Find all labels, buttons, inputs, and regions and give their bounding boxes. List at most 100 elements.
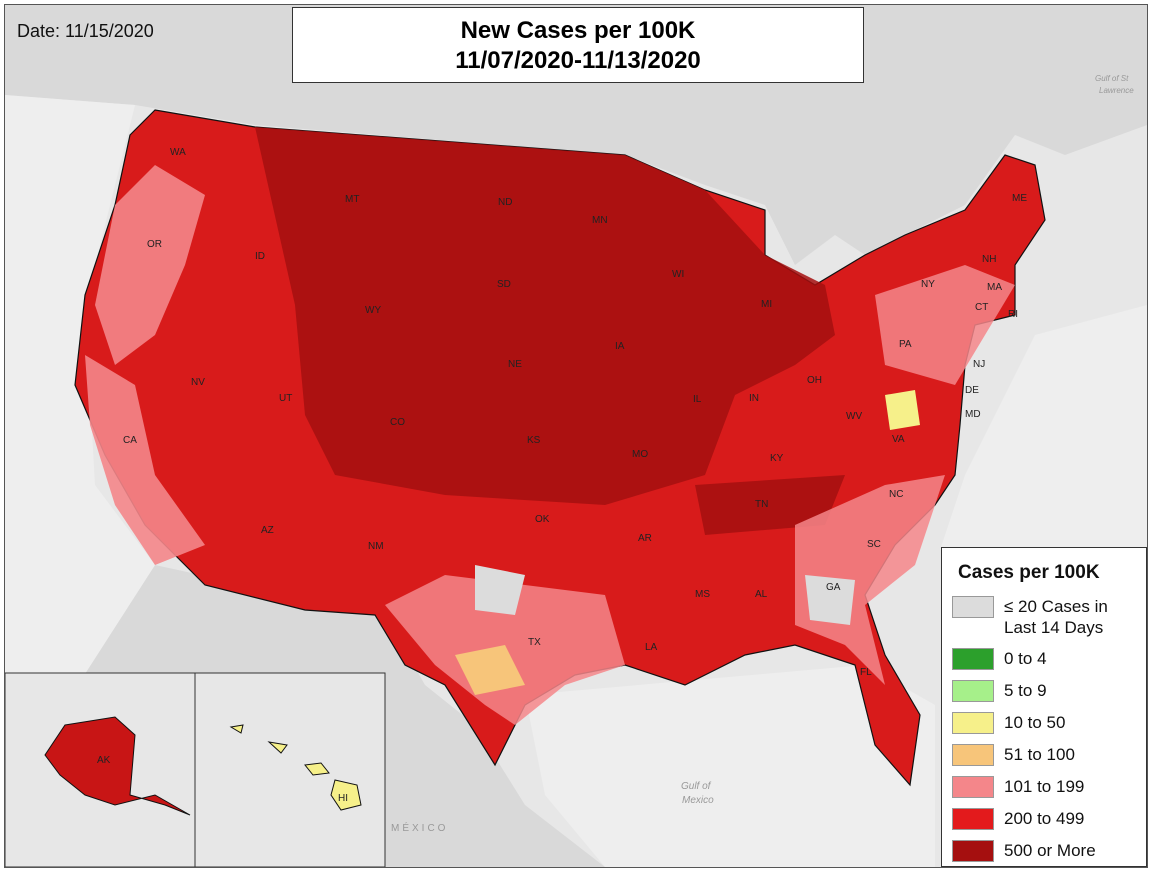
legend-label: ≤ 20 Cases in Last 14 Days [1004,597,1108,637]
legend-label: 500 or More [1004,841,1096,860]
state-label-mi: MI [761,299,772,310]
legend-swatch [952,648,994,670]
legend-item: ≤ 20 Cases in Last 14 Days [952,596,1146,638]
gulf-st-lawrence-label-2: Lawrence [1099,86,1134,95]
legend-swatch [952,680,994,702]
state-label-nj: NJ [973,359,985,370]
state-labels: WA OR CA NV ID MT WY UT AZ CO NM ND SD N… [97,147,1027,804]
gulf-of-mexico-label-1: Gulf of [681,781,712,792]
state-label-nd: ND [498,197,512,208]
state-label-ks: KS [527,435,541,446]
legend-label: 0 to 4 [1004,649,1047,668]
state-label-id: ID [255,251,265,262]
state-label-fl: FL [860,667,872,678]
state-label-ky: KY [770,453,784,464]
map-title: New Cases per 100K [460,17,696,44]
state-label-sd: SD [497,279,511,290]
state-label-wy: WY [365,305,381,316]
map-frame: WA OR CA NV ID MT WY UT AZ CO NM ND SD N… [4,4,1148,868]
state-label-me: ME [1012,193,1027,204]
state-label-mo: MO [632,449,648,460]
gulf-of-mexico [525,665,935,867]
state-label-nm: NM [368,541,384,552]
state-label-ri: RI [1008,309,1018,320]
legend-label: 10 to 50 [1004,713,1066,732]
state-label-or: OR [147,239,162,250]
gulf-of-mexico-label-2: Mexico [682,795,714,806]
legend-label: 200 to 499 [1004,809,1085,828]
region-gray-tx [475,565,525,615]
region-pink-ne [875,265,1015,385]
state-label-ia: IA [615,341,625,352]
region-pink-se [795,475,945,685]
state-label-ne: NE [508,359,522,370]
pacific-ocean [5,95,155,705]
us-county-map: WA OR CA NV ID MT WY UT AZ CO NM ND SD N… [5,5,1147,867]
state-label-tx: TX [528,637,541,648]
state-label-ar: AR [638,533,652,544]
state-label-co: CO [390,417,405,428]
legend-swatch [952,744,994,766]
state-label-mt: MT [345,194,359,205]
legend-item: 101 to 199 [952,776,1146,798]
region-yellow-va [885,390,920,430]
mexico-label: MÉXICO [391,821,448,834]
gulf-st-lawrence-label-1: Gulf of St [1095,74,1129,83]
state-label-ga: GA [826,582,841,593]
region-gray-ga [805,575,855,625]
legend-swatch [952,840,994,862]
alaska-shape [44,716,191,816]
state-label-tn: TN [755,499,768,510]
state-label-wa: WA [170,147,186,158]
state-label-hi: HI [338,793,348,804]
region-orange-tx [455,645,525,695]
legend-item: 0 to 4 [952,648,1146,670]
state-label-ok: OK [535,514,550,525]
atlantic-ocean [940,305,1147,550]
state-label-ca: CA [123,435,137,446]
legend-item: 500 or More [952,840,1146,862]
state-label-ny: NY [921,279,935,290]
state-label-ms: MS [695,589,710,600]
state-label-mn: MN [592,215,608,226]
state-label-in: IN [749,393,759,404]
legend-item: 51 to 100 [952,744,1146,766]
state-label-ma: MA [987,282,1002,293]
region-500-plus-north [255,127,835,505]
state-label-pa: PA [899,339,912,350]
legend-swatch [952,712,994,734]
date-label: Date: 11/15/2020 [17,21,154,41]
state-label-ct: CT [975,302,988,313]
hawaii-inset [194,672,386,867]
state-label-ak: AK [97,755,111,766]
state-label-nc: NC [889,489,903,500]
state-label-ut: UT [279,393,292,404]
region-pink-west [95,165,205,365]
hawaii-islands [229,724,362,811]
legend-item: 5 to 9 [952,680,1146,702]
legend-swatch [952,596,994,618]
state-label-wi: WI [672,269,684,280]
map-subtitle-date-range: 11/07/2020-11/13/2020 [455,47,701,74]
state-label-va: VA [892,434,905,445]
state-label-sc: SC [867,539,881,550]
map-legend: Cases per 100K ≤ 20 Cases in Last 14 Day… [941,547,1147,867]
state-label-il: IL [693,394,702,405]
state-label-la: LA [645,642,658,653]
legend-swatch [952,776,994,798]
state-label-al: AL [755,589,768,600]
legend-label: 51 to 100 [1004,745,1075,764]
state-label-md: MD [965,409,981,420]
state-label-nh: NH [982,254,996,265]
state-label-de: DE [965,385,979,396]
map-title-box: New Cases per 100K 11/07/2020-11/13/2020 [292,7,864,83]
legend-swatch [952,808,994,830]
region-pink-ca [85,355,205,565]
legend-title: Cases per 100K [958,562,1100,583]
legend-items: ≤ 20 Cases in Last 14 Days 0 to 4 5 to 9 10… [952,596,1146,862]
state-label-nv: NV [191,377,205,388]
state-label-az: AZ [261,525,274,536]
state-label-oh: OH [807,375,822,386]
legend-item: 10 to 50 [952,712,1146,734]
legend-label: 101 to 199 [1004,777,1085,796]
